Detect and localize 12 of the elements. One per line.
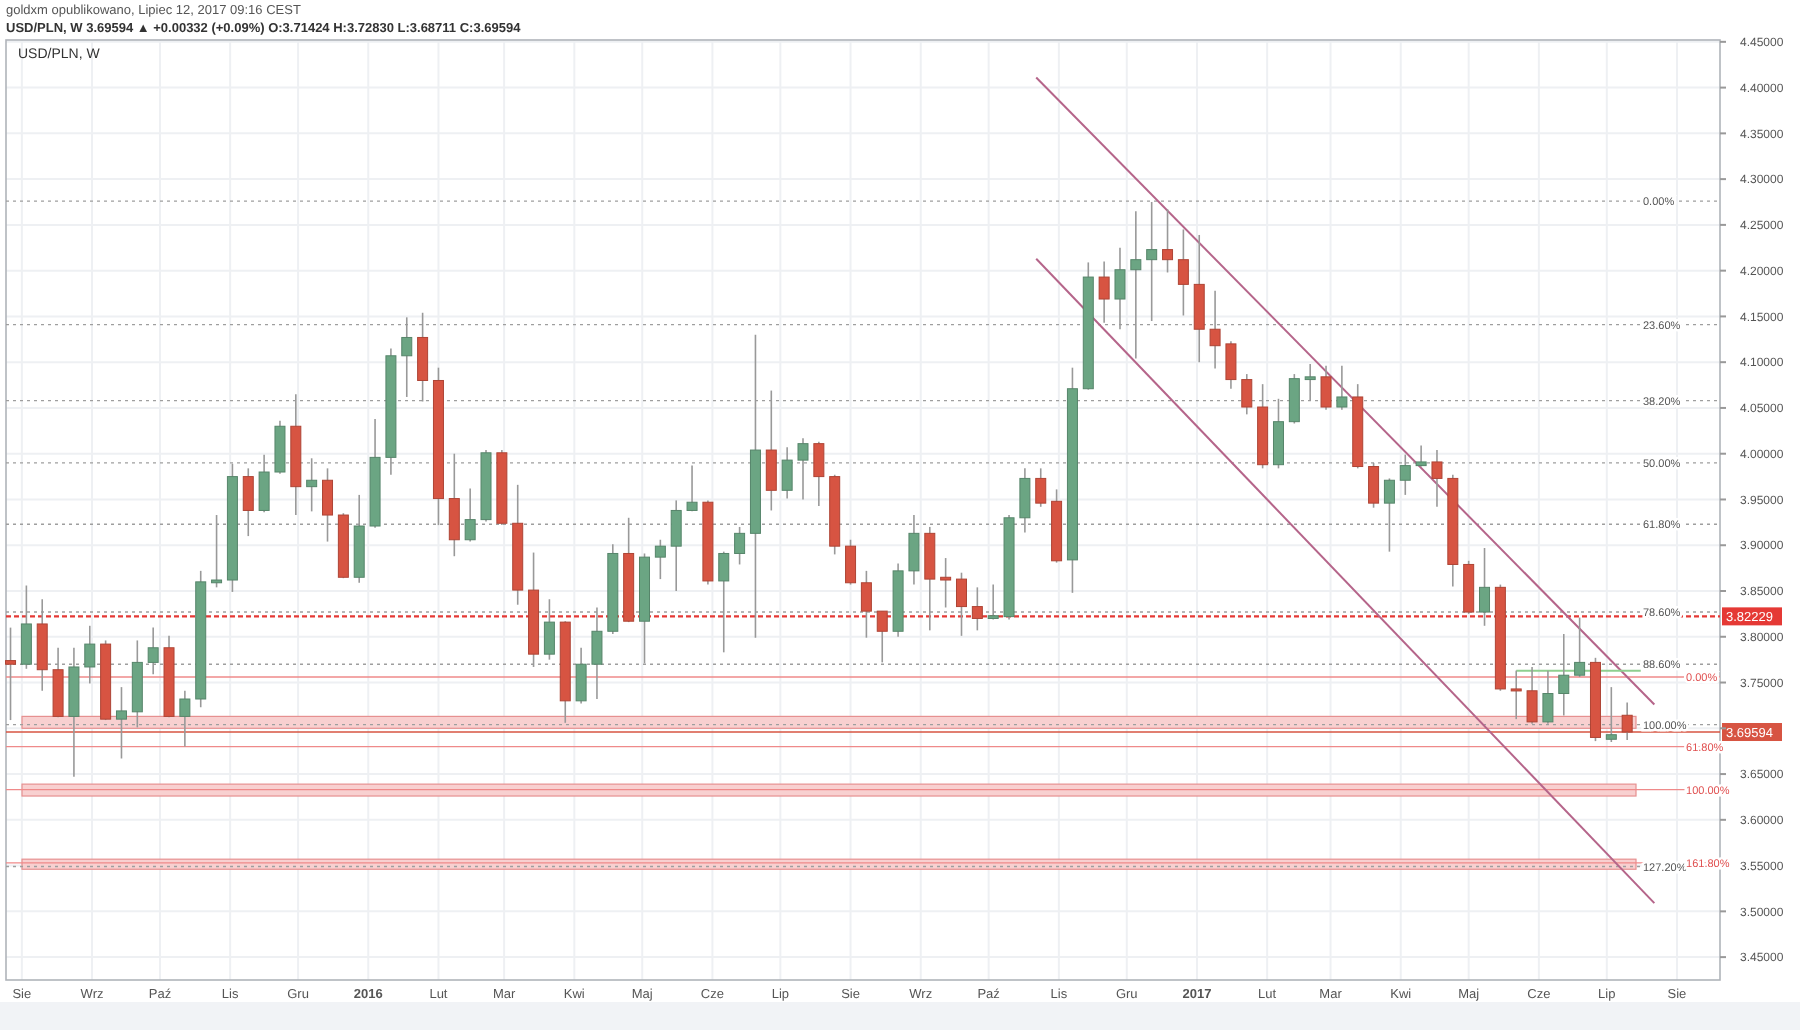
candlestick <box>1035 467 1047 508</box>
candlestick <box>845 538 857 586</box>
candlestick <box>1146 201 1158 322</box>
candlestick <box>654 538 666 580</box>
candlestick <box>1510 669 1522 720</box>
candlestick <box>1177 228 1189 317</box>
candlestick <box>1162 208 1174 274</box>
candlestick <box>940 557 952 609</box>
candlestick <box>5 626 17 721</box>
candlestick <box>1225 340 1237 390</box>
candlestick <box>734 526 746 566</box>
candlestick <box>1098 260 1110 324</box>
